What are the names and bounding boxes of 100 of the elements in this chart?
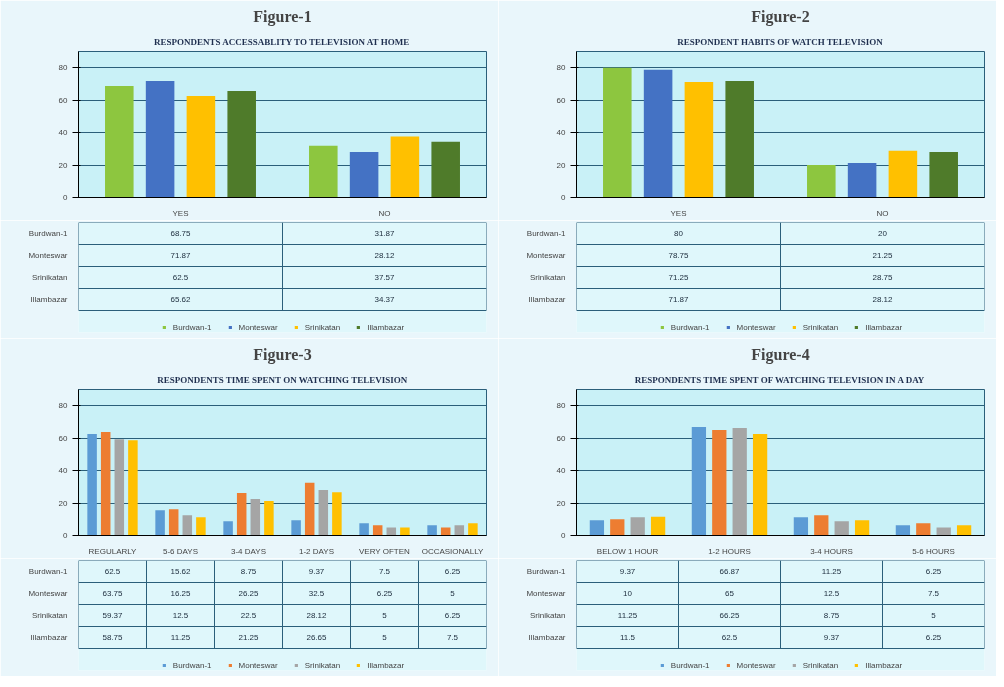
bar [196,517,206,536]
text: Monteswar [28,589,68,598]
x-tick-label: BELOW 1 HOUR [596,546,659,556]
bar [888,150,918,198]
data-label: 68.75 [170,229,192,238]
legend-label: Monteswar [238,660,278,670]
bar [250,499,261,536]
bar [630,517,645,536]
bar [372,525,383,536]
bar [291,520,301,536]
y-tick-label: 80 [556,63,567,73]
legend-label: Monteswar [238,322,278,332]
x-tick-label: REGULARLY [88,546,138,556]
text: Srinikatan [529,273,566,282]
bar [834,521,849,536]
x-tick-label: NO [876,208,889,218]
bar [603,67,632,198]
data-label: 5 [931,611,937,620]
bar [145,80,175,198]
bar [895,525,911,536]
text: Burdwan-1 [28,567,68,576]
text: Srinikatan [529,611,566,620]
data-label: 28.75 [872,273,894,282]
data-label: 11.25 [617,611,638,620]
y-tick-label: 40 [556,466,567,476]
bar [854,520,870,536]
legend-label: Burdwan-1 [172,660,212,670]
data-label: 80 [674,229,684,238]
data-label: 22.5 [240,611,257,620]
data-label: 15.62 [170,567,192,576]
chart-subtitle: RESPONDENTS ACCESSABLITY TO TELEVISION AT HOME [154,36,410,47]
data-label: 5 [382,611,388,620]
bar [309,145,338,198]
x-tick-label: 3-4 HOURS [810,546,853,556]
y-tick-label: 80 [58,401,69,411]
bar [691,427,707,536]
legend-label: Srinikatan [304,660,341,670]
text: Monteswar [28,251,68,260]
legend-label: Monteswar [736,322,776,332]
legend-label: Illambazar [367,660,405,670]
bar [318,489,329,536]
text: Burdwan-1 [526,229,566,238]
bar [684,81,714,198]
data-label: 11.25 [170,633,191,642]
bar [814,515,829,536]
y-tick-label: 0 [63,531,69,540]
bar [332,492,342,536]
data-label: 65 [725,589,735,598]
data-label: 32.5 [308,589,325,598]
bar [186,96,216,198]
y-tick-label: 60 [556,95,567,105]
data-label: 71.25 [668,273,690,282]
data-label: 8.75 [823,611,840,620]
bar [105,85,134,198]
data-label: 62.5 [721,633,738,642]
bar [236,492,247,536]
bar [155,510,165,536]
bar [227,91,256,198]
bar [468,523,478,536]
legend-label: Srinikatan [802,322,839,332]
bar [87,434,97,536]
data-label: 6.25 [444,567,461,576]
bar [807,165,836,198]
bar [427,525,437,536]
x-tick-label: 5-6 DAYS [163,546,198,556]
bar [847,163,877,198]
legend-label: Monteswar [736,660,776,670]
data-label: 26.25 [238,589,260,598]
legend-label: Illambazar [865,322,903,332]
bar [916,523,931,536]
data-label: 5 [382,633,388,642]
y-tick-label: 40 [58,466,69,476]
data-label: 16.25 [170,589,192,598]
data-label: 8.75 [240,567,257,576]
y-tick-label: 20 [58,498,69,508]
y-tick-label: 20 [556,160,567,170]
y-tick-label: 80 [58,63,69,73]
data-label: 62.5 [172,273,189,282]
x-tick-label: 1-2 DAYS [299,546,334,556]
chart-subtitle: RESPONDENT HABITS OF WATCH TELEVISION [677,36,884,47]
data-label: 28.12 [374,251,396,260]
y-tick-label: 0 [561,193,567,202]
data-label: 62.5 [104,567,121,576]
x-tick-label: 3-4 DAYS [231,546,266,556]
y-tick-label: 0 [561,531,567,540]
legend-label: Burdwan-1 [172,322,212,332]
data-label: 66.87 [719,567,741,576]
data-label: 11.25 [821,567,842,576]
data-label: 66.25 [719,611,741,620]
legend-label: Srinikatan [304,322,341,332]
y-tick-label: 60 [556,433,567,443]
x-tick-label: 1-2 HOURS [708,546,751,556]
y-tick-label: 40 [556,128,567,138]
data-label: 20 [878,229,888,238]
bar [264,501,274,536]
data-label: 12.5 [823,589,840,598]
bar [454,525,465,536]
bar [929,151,958,198]
data-label: 63.75 [102,589,124,598]
x-tick-label: VERY OFTEN [359,546,411,556]
